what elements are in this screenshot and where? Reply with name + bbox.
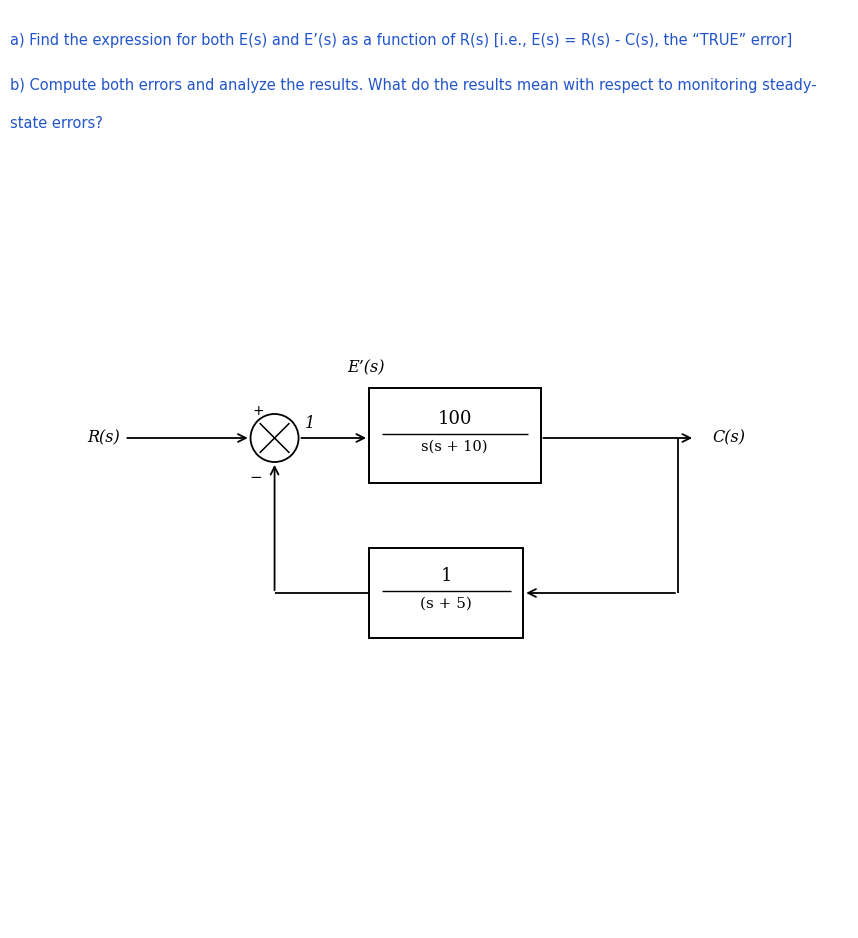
Text: R(s): R(s) (88, 430, 120, 446)
Text: C(s): C(s) (712, 430, 745, 446)
Text: (s + 5): (s + 5) (420, 597, 472, 611)
Text: b) Compute both errors and analyze the results. What do the results mean with re: b) Compute both errors and analyze the r… (10, 78, 817, 93)
Text: 1: 1 (440, 567, 452, 585)
Text: a) Find the expression for both E(s) and E’(s) as a function of R(s) [i.e., E(s): a) Find the expression for both E(s) and… (10, 33, 793, 48)
Text: 1: 1 (305, 415, 315, 432)
Text: E’(s): E’(s) (347, 359, 385, 376)
Text: state errors?: state errors? (10, 116, 103, 131)
Text: 100: 100 (438, 410, 472, 428)
Text: +: + (252, 404, 264, 418)
FancyBboxPatch shape (369, 388, 541, 483)
Text: s(s + 10): s(s + 10) (421, 440, 488, 453)
FancyBboxPatch shape (369, 548, 523, 638)
Text: −: − (249, 470, 262, 485)
